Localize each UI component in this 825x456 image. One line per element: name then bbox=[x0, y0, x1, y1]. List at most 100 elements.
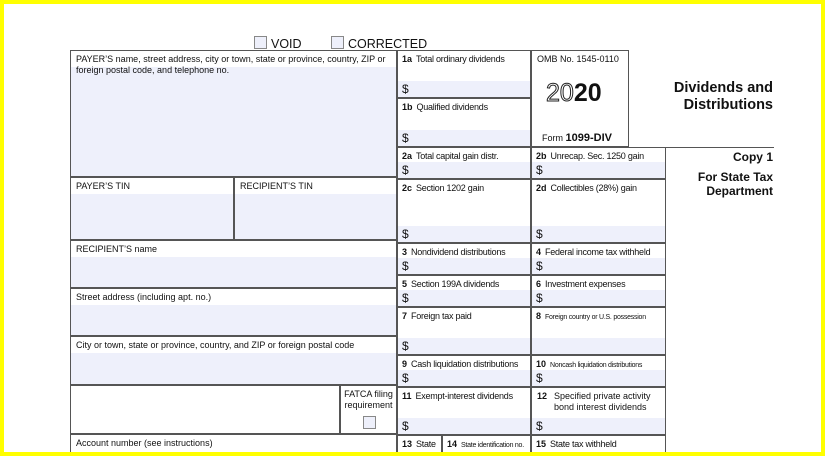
corrected-checkbox[interactable]: CORRECTED bbox=[331, 36, 427, 51]
divider bbox=[630, 147, 774, 148]
box-3: 3 Nondividend distributions $ bbox=[397, 243, 531, 275]
box-label: Street address (including apt. no.) bbox=[76, 292, 393, 303]
input-field[interactable] bbox=[398, 162, 530, 178]
input-field[interactable] bbox=[398, 226, 530, 242]
box-number: 3 bbox=[402, 247, 408, 257]
box-10: 10 Noncash liquidation distributions $ bbox=[531, 355, 666, 387]
label-text: Street address (including apt. no.) bbox=[76, 292, 212, 302]
title-line-2: Distributions bbox=[683, 97, 773, 113]
label-text: Specified private activity bond interest… bbox=[554, 391, 651, 412]
input-field[interactable] bbox=[398, 130, 530, 146]
input-field[interactable] bbox=[532, 290, 665, 306]
input-field[interactable] bbox=[71, 67, 396, 176]
dollar-sign: $ bbox=[402, 227, 409, 241]
dollar-sign: $ bbox=[402, 163, 409, 177]
box-number: 1b bbox=[402, 102, 413, 112]
input-field[interactable] bbox=[398, 370, 530, 386]
box-label: 2d Collectibles (28%) gain bbox=[536, 183, 664, 194]
box-2c: 2c Section 1202 gain $ bbox=[397, 179, 531, 243]
copy-recipient: For State Tax Department bbox=[698, 170, 773, 198]
dollar-sign: $ bbox=[536, 291, 543, 305]
recipient-name-box: RECIPIENT’S name bbox=[70, 240, 397, 288]
box-2a: 2a Total capital gain distr. $ bbox=[397, 147, 531, 179]
input-field[interactable] bbox=[398, 81, 530, 97]
box-13: 13 State bbox=[397, 435, 442, 452]
dollar-sign: $ bbox=[402, 291, 409, 305]
input-field[interactable] bbox=[71, 353, 396, 384]
form-1099-div: VOID CORRECTED OMB No. 1545-0110 2020 Fo… bbox=[4, 4, 821, 452]
dollar-sign: $ bbox=[402, 419, 409, 433]
input-field[interactable] bbox=[532, 258, 665, 274]
box-7: 7 Foreign tax paid $ bbox=[397, 307, 531, 355]
box-label: 15 State tax withheld bbox=[536, 439, 664, 450]
box-11: 11 Exempt-interest dividends $ bbox=[397, 387, 531, 435]
fatca-checkbox[interactable] bbox=[363, 416, 376, 429]
box-number: 7 bbox=[402, 311, 408, 321]
box-6: 6 Investment expenses $ bbox=[531, 275, 666, 307]
label-text: Foreign tax paid bbox=[411, 311, 472, 321]
street-address-box: Street address (including apt. no.) bbox=[70, 288, 397, 336]
label-text: Section 199A dividends bbox=[411, 279, 500, 289]
label-text: Qualified dividends bbox=[416, 102, 489, 112]
box-number: 6 bbox=[536, 279, 542, 289]
label-text: Investment expenses bbox=[545, 279, 626, 289]
box-label: PAYER’S TIN bbox=[76, 181, 230, 192]
box-label: 5 Section 199A dividends bbox=[402, 279, 529, 290]
input-field[interactable] bbox=[71, 194, 233, 239]
input-field[interactable] bbox=[398, 290, 530, 306]
box-label: 2b Unrecap. Sec. 1250 gain bbox=[536, 151, 664, 162]
box-number: 12 bbox=[537, 391, 548, 401]
box-label: 2c Section 1202 gain bbox=[402, 183, 529, 194]
checkbox-icon[interactable] bbox=[331, 36, 344, 49]
label-text: Total ordinary dividends bbox=[416, 54, 505, 64]
label-text: Noncash liquidation distributions bbox=[550, 362, 643, 369]
label-text: Unrecap. Sec. 1250 gain bbox=[550, 151, 645, 161]
input-field[interactable] bbox=[532, 162, 665, 178]
input-field[interactable] bbox=[532, 226, 665, 242]
box-number: 10 bbox=[536, 359, 547, 369]
input-field[interactable] bbox=[235, 194, 396, 239]
copy-line-2: Department bbox=[706, 184, 773, 198]
dollar-sign: $ bbox=[402, 82, 409, 96]
omb-box: OMB No. 1545-0110 2020 Form 1099-DIV bbox=[531, 50, 629, 147]
void-checkbox[interactable]: VOID bbox=[254, 36, 302, 51]
input-field[interactable] bbox=[398, 338, 530, 354]
box-label: RECIPIENT’S name bbox=[76, 244, 393, 255]
input-field[interactable] bbox=[398, 258, 530, 274]
box-number: 9 bbox=[402, 359, 408, 369]
omb-number: OMB No. 1545-0110 bbox=[537, 54, 619, 64]
box-label: 14 State identification no. bbox=[447, 439, 529, 452]
box-label: RECIPIENT’S TIN bbox=[240, 181, 393, 192]
form-prefix: Form bbox=[542, 133, 563, 143]
box-number: 2b bbox=[536, 151, 547, 161]
copy-title: Copy 1 bbox=[732, 150, 773, 164]
dollar-sign: $ bbox=[536, 419, 543, 433]
label-text: City or town, state or province, country… bbox=[76, 340, 355, 350]
input-field[interactable] bbox=[532, 338, 665, 354]
box-2d: 2d Collectibles (28%) gain $ bbox=[531, 179, 666, 243]
checkbox-icon[interactable] bbox=[254, 36, 267, 49]
box-number: 2d bbox=[536, 183, 547, 193]
input-field[interactable] bbox=[71, 257, 396, 287]
box-number: 13 bbox=[402, 439, 413, 449]
box-label: PAYER’S name, street address, city or to… bbox=[76, 54, 393, 75]
input-field[interactable] bbox=[71, 305, 396, 335]
recipient-tin-box: RECIPIENT’S TIN bbox=[234, 177, 397, 240]
label-text: Nondividend distributions bbox=[411, 247, 506, 257]
city-state-zip-box: City or town, state or province, country… bbox=[70, 336, 397, 385]
box-number: 1a bbox=[402, 54, 413, 64]
void-label: VOID bbox=[271, 37, 302, 51]
box-number: 15 bbox=[536, 439, 547, 449]
box-number: 4 bbox=[536, 247, 542, 257]
dollar-sign: $ bbox=[402, 131, 409, 145]
input-field[interactable] bbox=[532, 418, 665, 434]
box-label: City or town, state or province, country… bbox=[76, 340, 393, 351]
form-name: 1099-DIV bbox=[565, 132, 612, 144]
title-line-1: Dividends and bbox=[673, 80, 773, 96]
box-label: 12 Specified private activity bond intere… bbox=[537, 391, 662, 412]
label-text: Federal income tax withheld bbox=[545, 247, 651, 257]
box-2b: 2b Unrecap. Sec. 1250 gain $ bbox=[531, 147, 666, 179]
input-field[interactable] bbox=[398, 418, 530, 434]
box-4: 4 Federal income tax withheld $ bbox=[531, 243, 666, 275]
input-field[interactable] bbox=[532, 370, 665, 386]
